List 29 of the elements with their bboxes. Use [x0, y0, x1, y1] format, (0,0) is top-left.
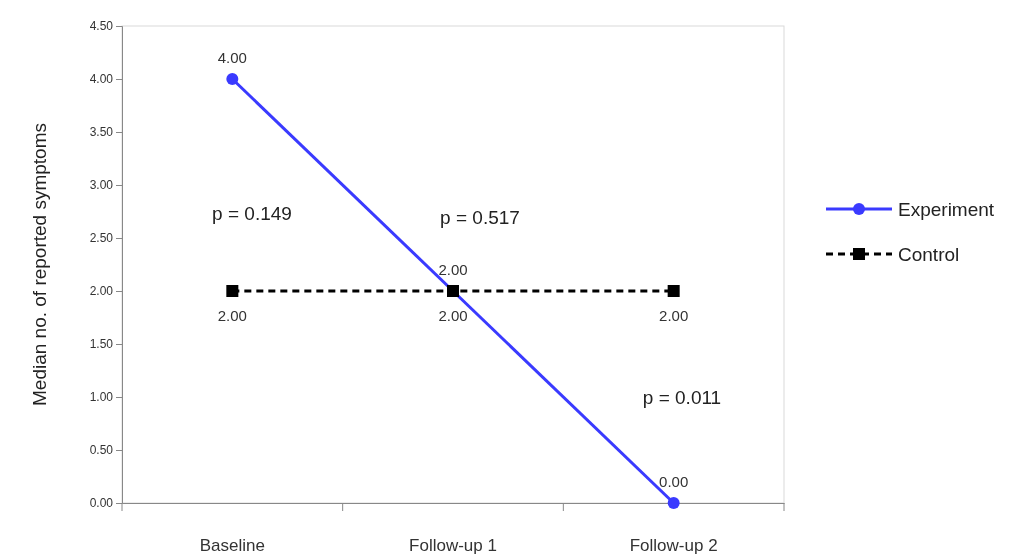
y-tick-label: 0.00: [89, 496, 114, 511]
y-tick-label: 2.50: [89, 231, 114, 246]
data-label: 0.00: [659, 473, 689, 490]
point: [226, 285, 239, 297]
point: [667, 497, 680, 509]
data-label: 2.00: [217, 307, 247, 324]
point: [226, 73, 239, 85]
y-tick-label: 3.00: [89, 178, 114, 193]
x-tick-label: Baseline: [199, 536, 265, 556]
y-tick-label: 4.50: [89, 19, 114, 34]
y-tick-label: 0.50: [89, 443, 114, 458]
y-tick-label: 1.00: [89, 390, 114, 405]
point: [667, 285, 680, 297]
y-tick-label: 1.50: [89, 337, 114, 352]
y-axis-title: Median no. of reported symptoms: [29, 122, 50, 407]
annotation: p = 0.149: [212, 202, 292, 224]
x-tick-label: Follow-up 2: [629, 536, 718, 556]
legend-label: Experiment: [898, 198, 995, 220]
data-label: 2.00: [438, 261, 468, 278]
y-tick-label: 3.50: [89, 125, 114, 140]
data-label: 2.00: [438, 307, 468, 324]
y-tick-label: 4.00: [89, 72, 114, 87]
data-label: 2.00: [659, 307, 689, 324]
data-label: 4.00: [217, 49, 247, 66]
annotation: p = 0.517: [440, 206, 520, 228]
legend-label: Control: [898, 243, 960, 265]
annotation: p = 0.011: [642, 386, 722, 408]
x-tick-label: Follow-up 1: [409, 536, 497, 556]
y-tick-label: 2.00: [89, 284, 114, 299]
